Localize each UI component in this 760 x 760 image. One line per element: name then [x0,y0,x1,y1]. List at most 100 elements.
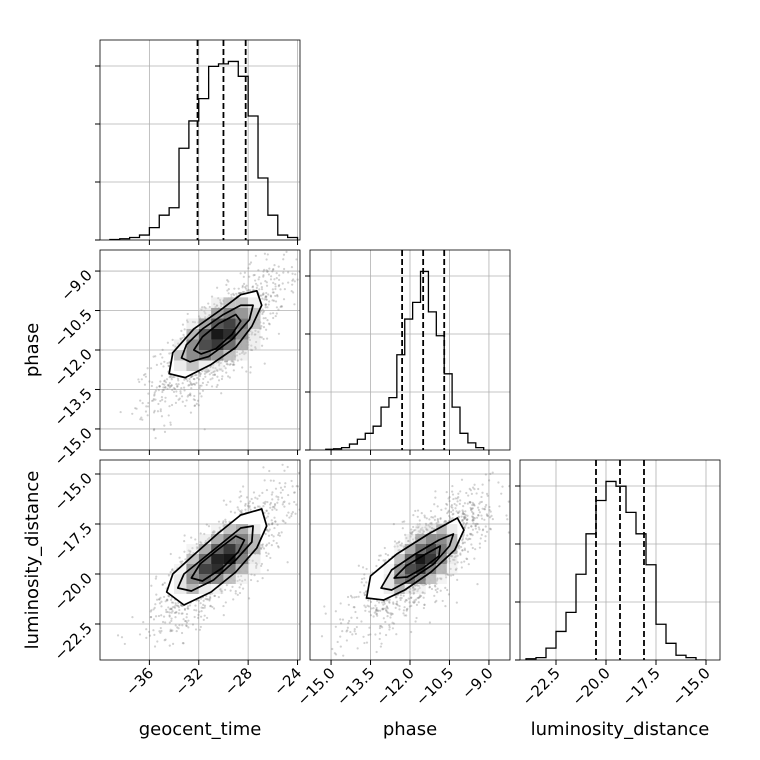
sample-point [266,569,269,572]
sample-point [134,407,137,410]
sample-point [184,558,187,561]
sample-point [356,616,359,620]
density-cell [415,544,426,554]
sample-point [422,606,425,610]
sample-point [388,624,391,627]
sample-point [470,525,473,528]
sample-point [454,555,457,558]
sample-point [418,586,421,590]
sample-point [284,521,287,524]
sample-point [449,567,452,570]
density-cell [223,554,236,564]
sample-point [451,506,454,509]
sample-point [465,537,468,540]
sample-point [375,606,378,610]
sample-point [280,305,283,308]
sample-point [382,559,385,562]
sample-point [375,564,378,568]
sample-point [293,280,296,283]
sample-point [271,288,274,291]
sample-point [428,585,432,589]
sample-point [471,516,475,519]
sample-point [339,622,343,625]
sample-point [154,603,157,606]
sample-point [201,389,205,392]
density-cell [248,307,261,319]
sample-point [147,401,150,405]
sample-point [265,258,268,261]
sample-point [183,607,187,611]
sample-point [293,491,296,494]
sample-point [162,388,165,392]
sample-point [240,351,243,355]
sample-point [449,574,453,577]
sample-point [451,513,454,516]
sample-point [488,508,491,512]
sample-point [260,325,263,328]
sample-point [174,401,178,404]
sample-point [170,378,173,381]
sample-point [282,298,286,301]
sample-point [522,471,524,473]
density-cell [211,574,224,584]
density-cell [425,574,437,584]
sample-point [414,584,417,587]
sample-point [477,526,480,529]
sample-point [264,306,267,309]
sample-point [200,541,203,545]
sample-point [430,516,433,519]
sample-point [476,582,479,586]
sample-point [267,293,270,296]
sample-point [448,560,452,563]
y-tick-label: −13.5 [51,385,96,430]
sample-point [187,384,190,387]
sample-point [274,285,277,288]
sample-point [471,534,474,537]
sample-point [151,399,154,402]
sample-point [407,539,410,543]
sample-point [158,598,161,601]
sample-point [417,525,420,528]
density-cell [425,544,437,554]
sample-point [409,535,412,538]
sample-point [233,363,236,366]
density-cell [235,339,249,350]
sample-point [417,596,421,599]
sample-point [264,295,267,298]
sample-point [466,538,469,541]
sample-point [275,312,278,315]
sample-point [198,628,201,631]
sample-point [197,599,201,602]
density-cell [174,350,187,361]
sample-point [285,514,288,517]
sample-point [166,362,169,365]
sample-point [203,532,206,536]
sample-point [249,366,252,369]
sample-point [257,278,260,281]
sample-point [290,479,293,483]
sample-point [416,515,419,518]
sample-point [441,599,444,603]
sample-point [250,573,253,576]
sample-point [470,532,473,536]
sample-point [170,611,173,614]
sample-point [274,282,277,286]
sample-point [194,604,197,607]
sample-point [180,387,183,390]
density-cell [211,584,224,594]
sample-point [386,607,389,610]
sample-point [189,550,192,554]
sample-point [353,630,356,633]
density-cell [415,524,426,534]
sample-point [333,652,336,655]
sample-point [277,546,280,549]
density-cell [436,544,447,554]
sample-point [275,508,278,511]
sample-point [162,386,165,389]
sample-point [199,625,202,629]
x-axis-label-geocent_time: geocent_time [139,719,262,740]
sample-point [481,491,484,494]
sample-point [460,566,463,569]
sample-point [425,517,428,520]
sample-point [359,591,362,594]
